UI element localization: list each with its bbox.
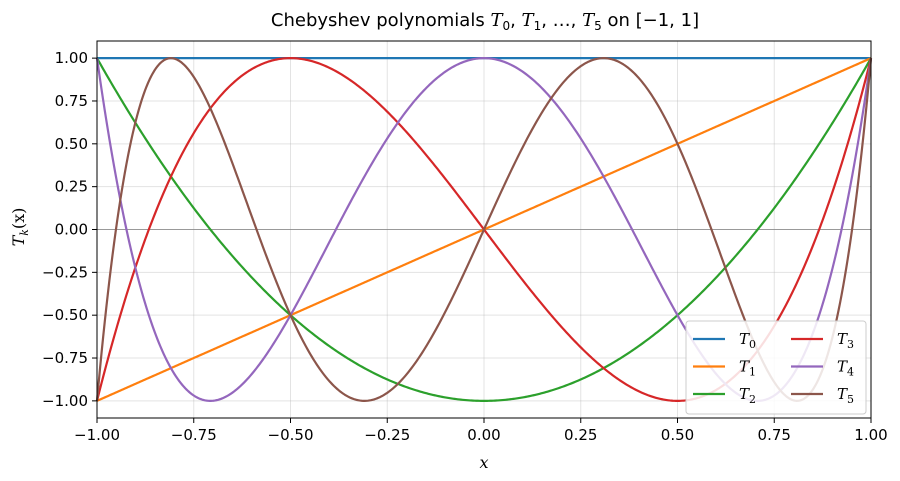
legend-box <box>685 320 867 415</box>
x-axis-ticks: −1.00 −0.75 −0.50 −0.25 0.00 0.25 0.50 0.75 1.00 <box>74 418 888 444</box>
y-tick-label: 0.50 <box>55 135 88 153</box>
legend-label-t1: T1 <box>739 358 756 379</box>
y-tick-label: 1.00 <box>55 49 88 67</box>
y-axis-label: Tk(x) <box>9 208 31 247</box>
x-tick-label: 1.00 <box>854 426 887 444</box>
x-tick-label: 0.75 <box>758 426 791 444</box>
series-line-t5 <box>95 57 873 402</box>
y-axis-ticks: 1.00 0.75 0.50 0.25 0.00 −0.25 −0.50 −0.75 −1.00 <box>42 49 97 410</box>
x-tick-label: 0.25 <box>564 426 597 444</box>
x-tick-label: −0.25 <box>364 426 410 444</box>
y-tick-label: 0.00 <box>55 221 88 239</box>
y-tick-label: −0.25 <box>42 263 88 281</box>
legend-items: T0 T1 T2 T3 T4 T5 <box>693 330 854 406</box>
series-line-t2 <box>96 57 872 402</box>
y-tick-label: 0.25 <box>55 178 88 196</box>
legend: T0 T1 T2 T3 T4 T5 <box>685 320 867 415</box>
x-tick-label: 0.00 <box>467 426 500 444</box>
x-tick-label: −1.00 <box>74 426 120 444</box>
x-axis-label: x <box>479 453 488 472</box>
legend-label-t3: T3 <box>837 330 854 351</box>
chart-title: Chebyshev polynomials T0, T1, …, T5 on [… <box>271 10 699 33</box>
x-tick-label: −0.50 <box>268 426 314 444</box>
legend-label-t5: T5 <box>837 385 854 406</box>
legend-label-t0: T0 <box>739 330 756 351</box>
x-tick-label: −0.75 <box>171 426 217 444</box>
legend-label-t4: T4 <box>837 358 854 379</box>
y-tick-label: −0.50 <box>42 306 88 324</box>
y-tick-label: 0.75 <box>55 92 88 110</box>
y-tick-label: −0.75 <box>42 349 88 367</box>
y-tick-label: −1.00 <box>42 392 88 410</box>
x-tick-label: 0.50 <box>661 426 694 444</box>
legend-label-t2: T2 <box>739 385 756 406</box>
